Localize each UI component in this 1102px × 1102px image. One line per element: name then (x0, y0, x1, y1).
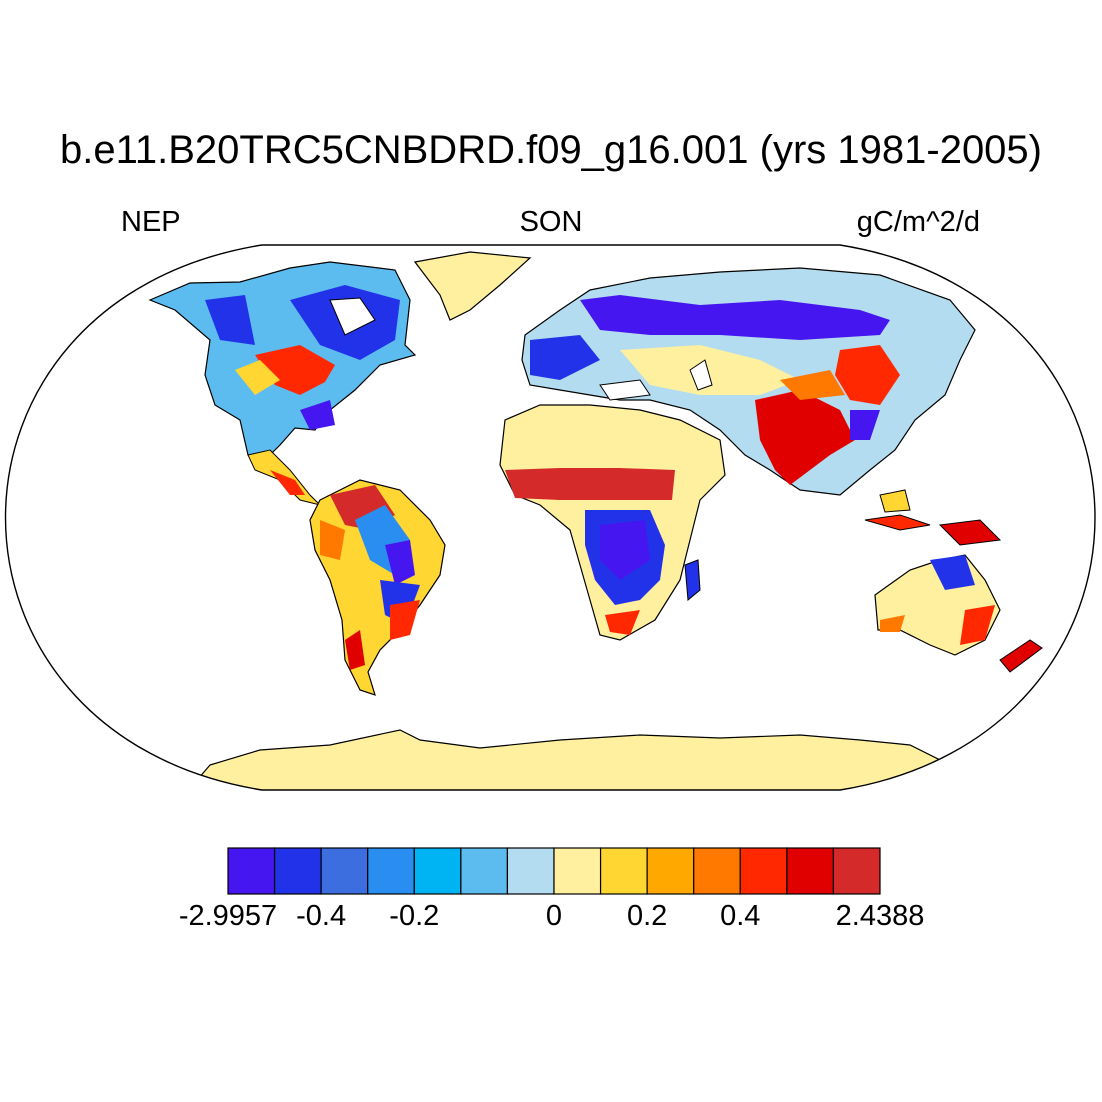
map-boundary (4, 244, 1096, 791)
colorbar-swatch (367, 847, 415, 895)
colorbar-tick-label: 0.4 (720, 900, 761, 932)
colorbar-swatch (506, 847, 555, 895)
colorbar-tick-label: -0.2 (389, 900, 440, 932)
colorbar-swatch (832, 847, 881, 895)
map-land (148, 251, 1043, 790)
colorbar-tick-label: 0.2 (626, 900, 668, 932)
colorbar-tick-label: -2.9957 (178, 900, 278, 932)
colorbar-swatch (739, 847, 788, 895)
greenland (413, 251, 532, 321)
colorbar-tick-label: -0.4 (296, 900, 347, 932)
colorbar-swatch (553, 847, 602, 895)
colorbar-swatch (320, 847, 369, 895)
units-label: gC/m^2/d (856, 206, 980, 238)
colorbar-swatch (227, 847, 276, 895)
colorbar-swatch (460, 847, 509, 895)
colorbar-swatch (786, 847, 835, 895)
colorbar-swatch (413, 847, 462, 895)
colorbar-tick-label: 2.4388 (835, 900, 925, 932)
colorbar-swatch (693, 847, 741, 895)
variable-label: NEP (121, 206, 181, 238)
season-label: SON (519, 206, 583, 238)
colorbar (227, 847, 881, 895)
colorbar-swatch (273, 847, 322, 895)
colorbar-swatch (646, 847, 695, 895)
colorbar-swatch (599, 847, 648, 895)
plot-title: b.e11.B20TRC5CNBDRD.f09_g16.001 (yrs 198… (59, 128, 1042, 172)
colorbar-tick-label: 0 (545, 900, 563, 932)
